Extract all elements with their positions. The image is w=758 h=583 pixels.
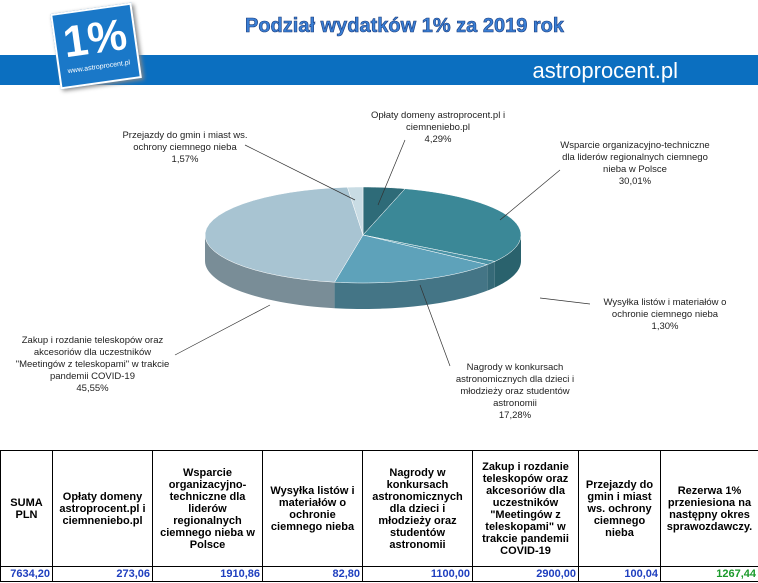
header-cell: SUMA PLN xyxy=(0,450,53,567)
value-cell: 82,80 xyxy=(262,566,363,582)
leader-line xyxy=(539,297,591,305)
header-cell: Rezerwa 1% przeniesiona na następny okre… xyxy=(660,450,758,567)
pie-side xyxy=(205,235,335,309)
slice-label: Wysyłka listów i materiałów o ochronie c… xyxy=(590,297,740,333)
value-cell: 273,06 xyxy=(52,566,153,582)
category: Wysyłka listów i materiałów o ochronie c… xyxy=(603,297,727,320)
value-label: 45,55% xyxy=(76,383,109,394)
value-label: 1,30% xyxy=(651,321,679,332)
pie-slice xyxy=(204,186,364,283)
leader-line xyxy=(419,284,451,367)
category: Opłaty domeny astroprocent.pl i ciemneni… xyxy=(370,110,506,133)
category: Wsparcie organizacyjno-techniczne dla li… xyxy=(560,140,710,175)
pie-slice xyxy=(362,188,522,262)
value-cell: 1267,44 xyxy=(660,566,758,582)
value-label: 4,29% xyxy=(424,134,452,145)
pie-slice xyxy=(347,186,364,236)
chart xyxy=(174,139,591,367)
leader-line xyxy=(377,139,406,206)
header-cell: Wsparcie organizacyjno-techniczne dla li… xyxy=(152,450,263,567)
value-cell: 1910,86 xyxy=(152,566,263,582)
leader-line xyxy=(244,144,356,201)
slice-label: Wsparcie organizacyjno-techniczne dla li… xyxy=(560,140,710,188)
leader-line xyxy=(499,169,561,221)
pie-slice xyxy=(334,234,489,284)
pie-slice xyxy=(362,186,406,236)
header-cell: Nagrody w konkursach astronomicznych dla… xyxy=(362,450,473,567)
slice-label: Przejazdy do gmin i miast ws. ochrony ci… xyxy=(110,130,260,166)
table: SUMA PLN Opłaty domeny astroprocent.pl i … xyxy=(0,450,758,582)
category: Nagrody w konkursach astronomicznych dla… xyxy=(455,362,575,409)
value-label: 17,28% xyxy=(498,410,532,421)
slice-label: Nagrody w konkursach astronomicznych dla… xyxy=(440,362,590,422)
pie-side xyxy=(494,235,521,288)
title: Podział wydatków 1% za 2019 rok xyxy=(245,15,565,38)
pie-side xyxy=(334,264,488,309)
category: Przejazdy do gmin i miast ws. ochrony ci… xyxy=(122,130,248,153)
value-cell: 1100,00 xyxy=(362,566,473,582)
header-cell: Zakup i rozdanie teleskopów oraz akcesor… xyxy=(472,450,579,567)
slice-label: Zakup i rozdanie teleskopów oraz akcesor… xyxy=(10,335,175,395)
value-cell: 7634,20 xyxy=(0,566,53,582)
site: astroprocent.pl xyxy=(532,58,678,83)
category: Zakup i rozdanie teleskopów oraz akcesor… xyxy=(15,335,170,382)
value-cell: 100,04 xyxy=(578,566,661,582)
value-cell: 2900,00 xyxy=(472,566,579,582)
header-cell: Opłaty domeny astroprocent.pl i ciemneni… xyxy=(52,450,153,567)
value-label: 30,01% xyxy=(618,176,652,187)
slice-label: Opłaty domeny astroprocent.pl i ciemneni… xyxy=(368,110,508,146)
header-cell: Przejazdy do gmin i miast ws. ochrony ci… xyxy=(578,450,661,567)
pie-slice xyxy=(362,234,496,265)
logo: 1% www.astroprocent.pl xyxy=(50,2,142,90)
leader-line xyxy=(174,304,271,356)
value-label: 1,57% xyxy=(171,154,199,165)
pie-side xyxy=(487,261,495,291)
header-cell: Wysyłka listów i materiałów o ochronie c… xyxy=(262,450,363,567)
